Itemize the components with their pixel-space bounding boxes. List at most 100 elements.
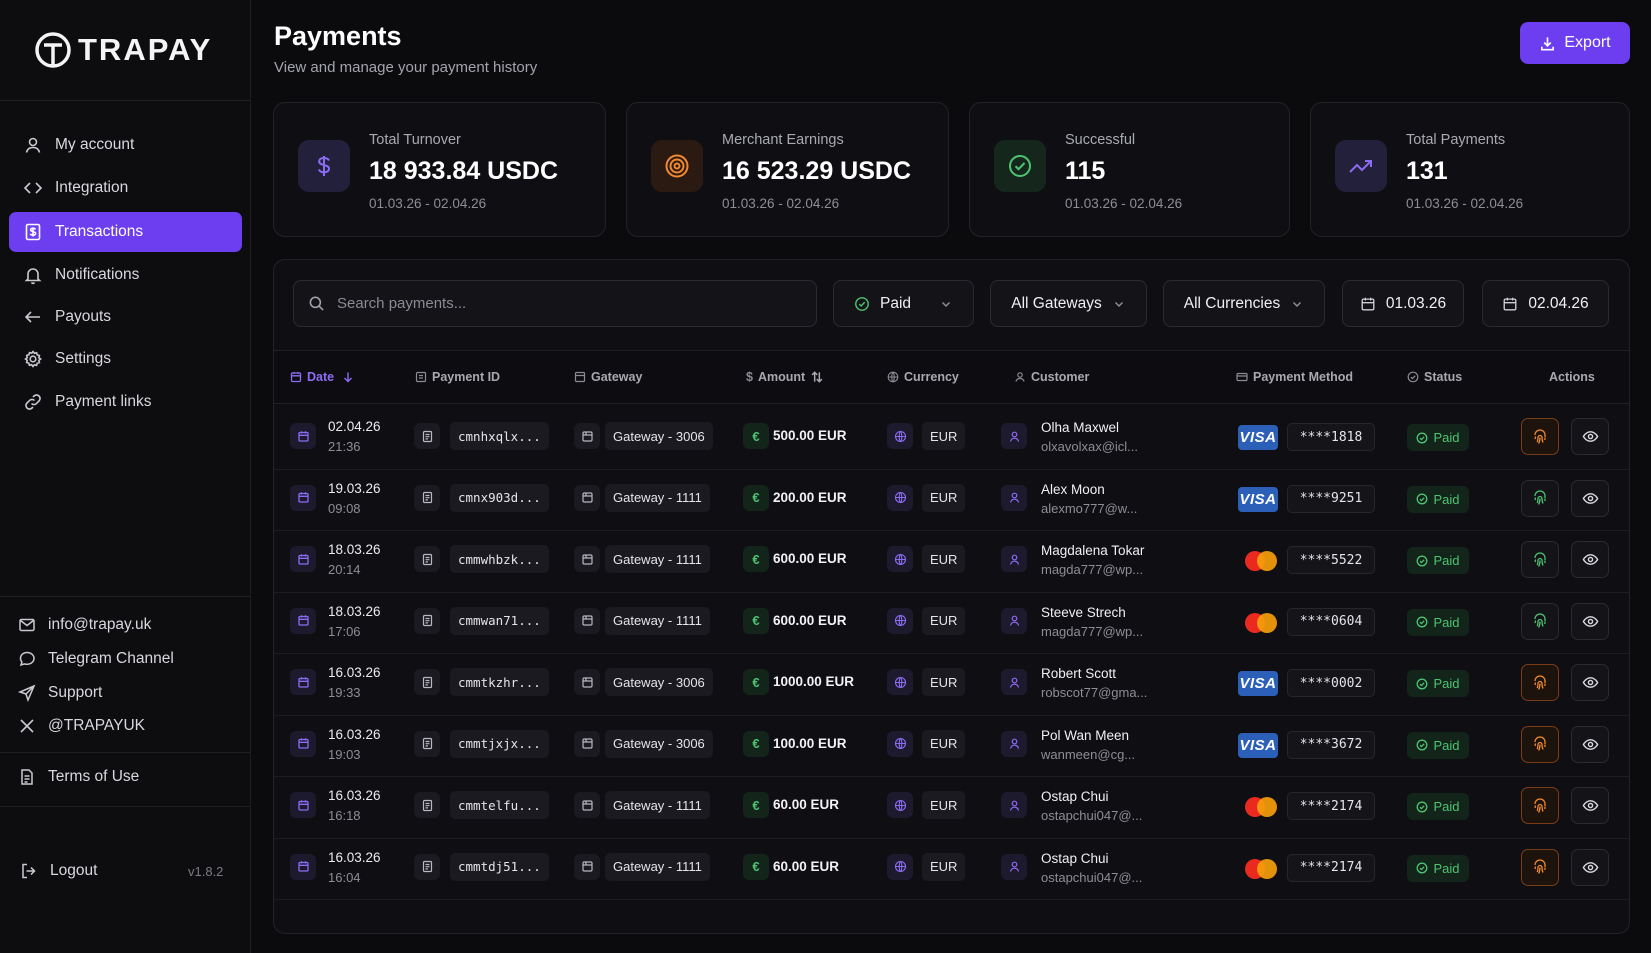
gateway-badge: Gateway - 3006 — [605, 668, 713, 696]
search-input[interactable]: Search payments... — [293, 280, 817, 327]
table-row[interactable]: 19.03.26 09:08 cmnx903d... Gateway - 111… — [274, 467, 1629, 531]
calendar-icon — [290, 792, 316, 818]
user-icon — [25, 137, 41, 153]
export-button[interactable]: Export — [1520, 22, 1630, 64]
fingerprint-button[interactable] — [1521, 664, 1559, 701]
stat-date-range: 01.03.26 - 02.04.26 — [369, 196, 487, 211]
gateway-badge: Gateway - 3006 — [605, 422, 713, 450]
table-row[interactable]: 02.04.26 21:36 cmnhxqlx... Gateway - 300… — [274, 405, 1629, 470]
contact-label: Telegram Channel — [48, 650, 174, 667]
payment-id[interactable]: cmnx903d... — [450, 483, 549, 512]
user-icon — [1001, 607, 1027, 634]
status-badge: Paid — [1407, 424, 1469, 451]
contact-email-link[interactable]: info@trapay.uk — [18, 616, 151, 634]
user-icon — [1015, 372, 1025, 382]
customer-email: olxavolxax@icl... — [1041, 439, 1139, 454]
sidebar-item-notifications[interactable]: Notifications — [9, 255, 242, 295]
view-details-button[interactable] — [1571, 541, 1609, 578]
globe-icon — [887, 792, 913, 818]
chevron-down-icon — [1293, 301, 1302, 307]
fingerprint-button[interactable] — [1521, 602, 1559, 640]
fingerprint-button[interactable] — [1521, 725, 1559, 763]
view-details-button[interactable] — [1571, 787, 1609, 824]
fingerprint-button[interactable] — [1521, 541, 1559, 578]
telegram-channel-link[interactable]: Telegram Channel — [18, 650, 174, 668]
status-label: Paid — [1433, 799, 1460, 814]
contact-label: @TRAPAYUK — [48, 717, 145, 734]
table-row[interactable]: 16.03.26 19:03 cmmtjxjx... Gateway - 300… — [274, 713, 1629, 777]
gateway-filter-select[interactable]: All Gateways — [990, 280, 1147, 327]
status-label: Paid — [1433, 860, 1460, 876]
payment-id[interactable]: cmnhxqlx... — [450, 422, 549, 450]
sidebar-item-my-account[interactable]: My account — [9, 125, 242, 165]
fingerprint-button[interactable] — [1521, 787, 1559, 824]
sidebar-item-payment-links[interactable]: Payment links — [9, 382, 242, 422]
logout-button[interactable]: Logout — [20, 862, 97, 880]
view-details-button[interactable] — [1571, 418, 1609, 455]
stat-value: 115 — [1065, 157, 1106, 185]
fingerprint-button[interactable] — [1521, 418, 1559, 455]
terms-of-use-link[interactable]: Terms of Use — [18, 768, 139, 786]
table-row[interactable]: 18.03.26 17:06 cmmwan71... Gateway - 111… — [274, 590, 1629, 654]
payment-id[interactable]: cmmwan71... — [450, 606, 549, 635]
payment-id[interactable]: cmmwhbzk... — [450, 545, 549, 573]
x-profile-link[interactable]: @TRAPAYUK — [18, 717, 145, 735]
card-number: ****0604 — [1287, 607, 1375, 636]
date-to-picker[interactable]: 02.04.26 — [1482, 280, 1609, 327]
table-row[interactable]: 16.03.26 19:33 cmmtkzhr... Gateway - 300… — [274, 651, 1629, 716]
column-label: Payment Method — [1253, 370, 1354, 384]
table-row[interactable]: 18.03.26 20:14 cmmwhbzk... Gateway - 111… — [274, 528, 1629, 593]
sidebar-item-integration[interactable]: Integration — [9, 168, 242, 208]
gateway-icon — [574, 853, 600, 880]
status-badge: Paid — [1407, 793, 1469, 820]
status-label: Paid — [1433, 614, 1460, 630]
dollar-icon — [317, 156, 331, 176]
view-details-button[interactable] — [1571, 479, 1609, 517]
table-row[interactable]: 16.03.26 16:04 cmmtdj51... Gateway - 111… — [274, 836, 1629, 900]
view-details-button[interactable] — [1571, 725, 1609, 763]
customer-name: Alex Moon — [1041, 481, 1105, 497]
payment-id[interactable]: cmmtjxjx... — [450, 729, 549, 758]
mastercard-logo — [1245, 612, 1277, 633]
payment-date: 16.03.26 — [328, 665, 381, 680]
payment-id[interactable]: cmmtdj51... — [450, 852, 549, 881]
brand-logo[interactable]: TRAPAY — [34, 31, 212, 69]
globe-icon — [887, 423, 913, 449]
view-details-button[interactable] — [1571, 602, 1609, 640]
globe-icon — [887, 607, 913, 634]
date-from-picker[interactable]: 01.03.26 — [1342, 280, 1464, 327]
column-label: Actions — [1549, 370, 1595, 384]
customer-email: magda777@wp... — [1041, 623, 1144, 639]
column-header-amount[interactable]: $ Amount — [746, 370, 824, 384]
payment-id[interactable]: cmmtkzhr... — [450, 668, 549, 696]
fingerprint-button[interactable] — [1521, 848, 1559, 886]
fingerprint-icon — [1531, 858, 1549, 876]
sort-icon — [811, 371, 823, 383]
table-row[interactable]: 16.03.26 16:18 cmmtelfu... Gateway - 111… — [274, 774, 1629, 839]
fingerprint-button[interactable] — [1521, 479, 1559, 517]
id-icon — [414, 853, 440, 880]
customer-email: alexmo777@w... — [1041, 500, 1138, 516]
check-circle-icon — [855, 296, 869, 311]
eye-icon — [1582, 551, 1599, 568]
sidebar-item-transactions[interactable]: Transactions — [9, 212, 242, 252]
receipt-icon — [25, 223, 41, 241]
view-details-button[interactable] — [1571, 664, 1609, 701]
document-icon — [21, 769, 33, 785]
status-filter-select[interactable]: Paid — [833, 280, 974, 327]
user-icon — [1001, 669, 1027, 695]
payment-id[interactable]: cmmtelfu... — [450, 791, 549, 819]
column-header-actions: Actions — [1549, 370, 1595, 384]
support-link[interactable]: Support — [18, 684, 102, 702]
table-header: Date Payment ID Gateway $ Amount Currenc… — [274, 350, 1629, 404]
view-details-button[interactable] — [1571, 848, 1609, 886]
fingerprint-icon — [1531, 612, 1549, 630]
sidebar-item-payouts[interactable]: Payouts — [9, 297, 242, 337]
currency-filter-select[interactable]: All Currencies — [1163, 280, 1325, 327]
gateway-icon — [574, 730, 600, 757]
user-icon — [1001, 423, 1027, 449]
column-header-date[interactable]: Date — [290, 370, 354, 384]
sidebar-item-settings[interactable]: Settings — [9, 339, 242, 379]
payment-time: 20:14 — [328, 562, 361, 577]
card-number: ****5522 — [1287, 546, 1375, 574]
